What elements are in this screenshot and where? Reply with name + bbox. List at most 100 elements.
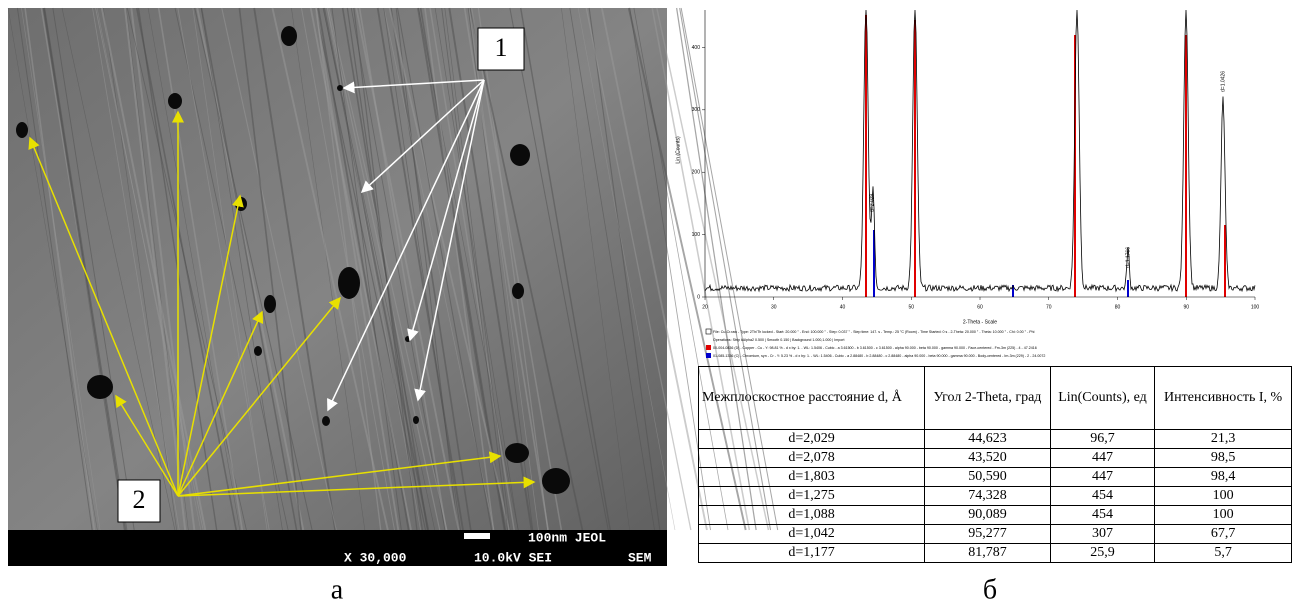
column-header: Lin(Counts), ед xyxy=(1049,366,1156,430)
streak xyxy=(95,7,204,531)
legend-text: 00-004-0836 (D) - Copper - Cu - Y: 98.81… xyxy=(713,346,1037,350)
streak xyxy=(629,7,711,531)
streak xyxy=(441,7,509,531)
streak xyxy=(417,7,506,531)
streak xyxy=(444,7,511,531)
table-cell: d=1,088 xyxy=(697,505,926,525)
streak xyxy=(124,7,187,531)
x-tick-label: 20 xyxy=(702,304,708,310)
scale-bar xyxy=(464,533,490,539)
y-axis-label: Lin (Counts) xyxy=(675,136,681,164)
table-cell: 454 xyxy=(1049,505,1156,525)
streak xyxy=(388,7,510,531)
legend-text: File: Cu-Cr.raw - Type: 2Th/Th locked - … xyxy=(713,330,1035,334)
streak xyxy=(350,7,446,531)
streak xyxy=(200,7,298,531)
table-cell: 90,089 xyxy=(924,505,1051,525)
arrows-1 xyxy=(327,79,485,412)
table-cell: 98,4 xyxy=(1154,467,1292,487)
streak xyxy=(448,7,533,531)
x-axis-label: 2-Theta - Scale xyxy=(963,319,997,325)
y-tick-label: 200 xyxy=(692,170,701,176)
table-cell: 21,3 xyxy=(1154,429,1292,449)
table-cell: 307 xyxy=(1049,524,1156,544)
streak xyxy=(376,7,464,531)
y-tick-label: 100 xyxy=(692,232,701,238)
table-cell: 81,787 xyxy=(924,543,1051,563)
streak xyxy=(271,7,389,531)
streak xyxy=(434,7,519,531)
streak xyxy=(418,7,519,531)
streak xyxy=(192,7,268,531)
table-cell: 98,5 xyxy=(1154,448,1292,468)
sem-mode: SEM xyxy=(628,550,652,565)
legend-text: Operations: Strip kAlpha2 0.500 | Smooth… xyxy=(713,338,844,342)
label-1: 1 xyxy=(495,33,508,62)
streak xyxy=(429,7,515,531)
y-tick-label: 300 xyxy=(692,107,701,113)
table-cell: 67,7 xyxy=(1154,524,1292,544)
streak xyxy=(588,7,661,531)
sem-magnification: X 30,000 xyxy=(344,550,407,565)
table-cell: 95,277 xyxy=(924,524,1051,544)
table-cell: d=2,078 xyxy=(697,448,926,468)
arrows-2 xyxy=(28,110,536,497)
streak xyxy=(509,7,609,531)
column-header: Интенсивность I, % xyxy=(1154,366,1292,430)
x-tick-label: 60 xyxy=(977,304,983,310)
table-cell: 25,9 xyxy=(1049,543,1156,563)
peak-label: d=1.1766 xyxy=(1125,247,1131,268)
table-cell: 5,7 xyxy=(1154,543,1292,563)
streak xyxy=(24,7,96,531)
streak xyxy=(130,7,196,531)
streak xyxy=(322,7,436,531)
xrd-trace xyxy=(704,9,1256,293)
table-cell: 447 xyxy=(1049,467,1156,487)
streak xyxy=(600,7,708,531)
table-cell: d=1,042 xyxy=(697,524,926,544)
streak xyxy=(331,7,402,531)
streak xyxy=(102,7,177,531)
streak xyxy=(470,7,563,531)
streak xyxy=(346,7,424,531)
table-row: d=1,088 90,089 454 100 xyxy=(697,505,1292,525)
streak xyxy=(52,7,135,531)
legend-text: 01-085-1336 (C) - Chromium, syn - Cr - Y… xyxy=(713,354,1045,358)
streak xyxy=(135,7,237,531)
table-row: d=2,078 43,520 447 98,5 xyxy=(697,448,1292,468)
streak xyxy=(221,7,337,531)
caption-a: а xyxy=(331,574,344,604)
y-tick-label: 400 xyxy=(692,45,701,51)
streak xyxy=(519,7,611,531)
x-tick-label: 30 xyxy=(771,304,777,310)
table-cell: 454 xyxy=(1049,486,1156,506)
x-tick-label: 80 xyxy=(1115,304,1121,310)
streak xyxy=(569,7,655,531)
streak xyxy=(96,7,202,531)
streak xyxy=(469,7,584,531)
streak xyxy=(92,7,180,531)
streak xyxy=(419,7,507,531)
streak xyxy=(100,7,207,531)
streak xyxy=(194,7,313,531)
table-cell: d=1,803 xyxy=(697,467,926,487)
streak xyxy=(463,7,549,531)
table-cell: 44,623 xyxy=(924,429,1051,449)
streak xyxy=(147,7,241,531)
table-cell: 100 xyxy=(1154,505,1292,525)
streak xyxy=(585,7,692,531)
streak xyxy=(424,7,495,531)
streak xyxy=(383,7,461,531)
table-cell: 100 xyxy=(1154,486,1292,506)
caption-b: б xyxy=(983,574,997,604)
streak xyxy=(328,7,448,531)
sem-scale: 100nm JEOL xyxy=(528,530,606,545)
table-cell: 74,328 xyxy=(924,486,1051,506)
streak xyxy=(358,7,447,531)
streak xyxy=(16,7,93,531)
x-tick-label: 90 xyxy=(1183,304,1189,310)
streak xyxy=(21,7,101,531)
table-row: d=1,177 81,787 25,9 5,7 xyxy=(697,543,1292,563)
column-header: Угол 2-Theta, град xyxy=(924,366,1051,430)
streak xyxy=(200,7,283,531)
